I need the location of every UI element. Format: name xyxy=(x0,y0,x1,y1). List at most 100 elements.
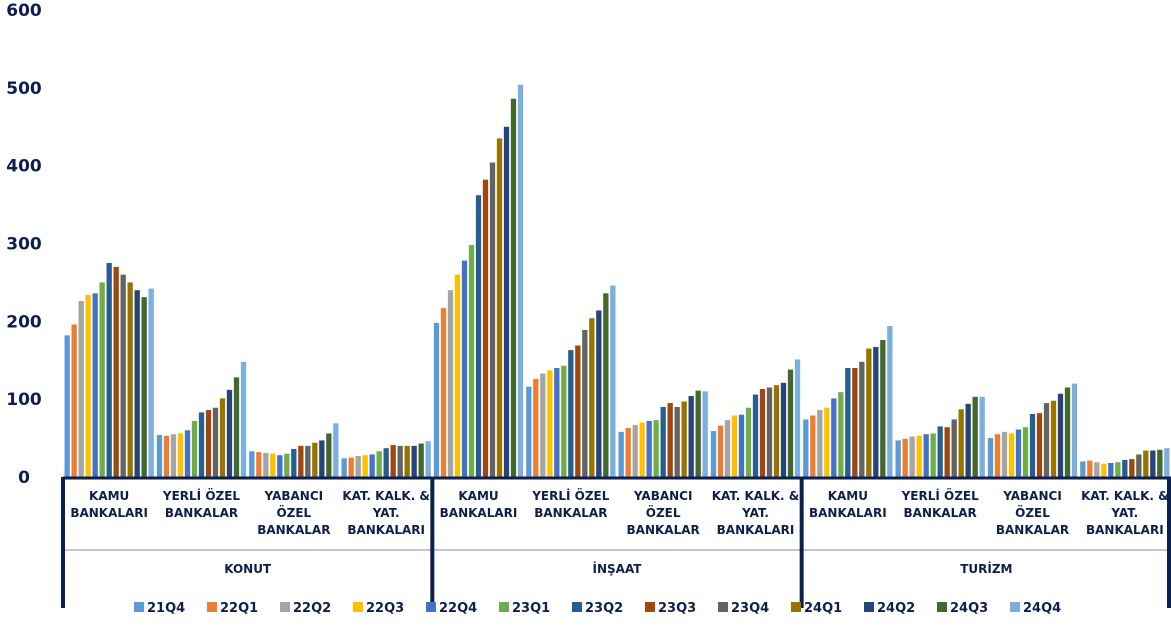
bar-24q1 xyxy=(404,445,410,477)
bar-22q3 xyxy=(731,415,738,477)
bar-24q3 xyxy=(510,98,517,477)
bar-23q3 xyxy=(1036,413,1043,477)
bar-24q2 xyxy=(503,126,510,477)
category-label: KAMU BANKALARI xyxy=(809,489,887,520)
bar-21q4 xyxy=(1080,461,1086,477)
bar-24q1 xyxy=(589,318,595,477)
bar-23q1 xyxy=(653,420,659,477)
legend-swatch-22q4 xyxy=(426,602,436,612)
bar-22q1 xyxy=(810,415,816,477)
bar-24q1 xyxy=(866,348,872,477)
bar-23q3 xyxy=(1129,459,1135,477)
bar-22q1 xyxy=(163,435,170,477)
legend-label-24q1: 24Q1 xyxy=(804,601,842,616)
category-label: YABANCI ÖZEL BANKALAR xyxy=(257,489,330,537)
bar-22q1 xyxy=(902,438,908,477)
bar-23q3 xyxy=(759,389,766,477)
bar-24q4 xyxy=(333,423,339,477)
bar-23q4 xyxy=(1043,403,1050,477)
bar-23q2 xyxy=(198,412,205,477)
bar-22q2 xyxy=(817,410,823,477)
legend-label-22q2: 22Q2 xyxy=(293,601,331,616)
bar-22q2 xyxy=(632,424,638,477)
bar-22q1 xyxy=(1087,460,1093,477)
bar-22q3 xyxy=(85,294,91,477)
legend-label-24q2: 24Q2 xyxy=(877,601,915,616)
bar-24q3 xyxy=(880,340,886,477)
bar-22q2 xyxy=(540,373,546,477)
bar-23q1 xyxy=(838,392,844,477)
bar-24q1 xyxy=(127,282,133,477)
bar-22q4 xyxy=(646,420,652,477)
category-label: KAT. KALK. & YAT. BANKALARI xyxy=(1081,489,1169,537)
bar-23q2 xyxy=(660,406,666,477)
bar-24q2 xyxy=(411,445,417,477)
bar-24q4 xyxy=(240,361,247,477)
bar-23q2 xyxy=(845,368,851,477)
bar-23q1 xyxy=(745,407,752,477)
bar-22q4 xyxy=(1015,429,1022,477)
bar-22q4 xyxy=(923,434,929,477)
bar-24q4 xyxy=(1164,448,1170,477)
bar-23q2 xyxy=(383,448,389,477)
legend-swatch-23q1 xyxy=(499,602,509,612)
legend-label-22q4: 22Q4 xyxy=(439,601,477,616)
y-axis: 0 100 200 300 400 500 600 xyxy=(6,1,42,488)
bar-24q2 xyxy=(873,347,879,477)
legend-label-23q1: 23Q1 xyxy=(512,601,550,616)
bar-24q4 xyxy=(887,326,893,477)
bar-22q2 xyxy=(263,452,269,477)
bar-23q4 xyxy=(1136,454,1142,477)
bar-24q3 xyxy=(418,443,424,477)
bar-24q3 xyxy=(1064,387,1071,477)
bar-22q4 xyxy=(738,414,745,477)
bar-23q1 xyxy=(468,245,475,477)
bar-24q4 xyxy=(425,441,431,477)
bar-22q2 xyxy=(355,455,361,478)
bar-24q3 xyxy=(787,369,794,477)
bar-24q4 xyxy=(610,285,616,477)
bar-24q2 xyxy=(688,396,694,477)
bar-22q1 xyxy=(71,324,77,477)
bar-23q2 xyxy=(1122,459,1128,477)
bar-23q3 xyxy=(944,427,950,477)
group-label: TURİZM xyxy=(960,561,1012,576)
bar-24q3 xyxy=(972,396,978,477)
bar-24q2 xyxy=(596,310,602,477)
bar-22q3 xyxy=(362,455,368,477)
category-label: KAT. KALK. & YAT. BANKALARI xyxy=(712,489,800,537)
bar-23q3 xyxy=(390,445,396,477)
bar-24q4 xyxy=(148,288,154,477)
bar-23q2 xyxy=(106,262,112,477)
bar-23q3 xyxy=(667,403,673,477)
bar-23q1 xyxy=(284,453,290,477)
legend-label-23q4: 23Q4 xyxy=(731,601,769,616)
bar-23q3 xyxy=(205,410,212,477)
legend-swatch-24q1 xyxy=(791,602,801,612)
bar-21q4 xyxy=(341,458,347,477)
legend-swatch-22q3 xyxy=(353,602,363,612)
bar-24q4 xyxy=(1071,383,1078,477)
category-label: YERLİ ÖZEL BANKALAR xyxy=(162,488,241,520)
bar-23q4 xyxy=(674,406,680,477)
bar-22q3 xyxy=(454,274,461,477)
bar-21q4 xyxy=(526,386,532,477)
bar-24q2 xyxy=(1057,393,1064,477)
bar-23q4 xyxy=(120,274,126,477)
bar-23q2 xyxy=(475,195,482,478)
bar-22q3 xyxy=(1008,433,1015,477)
bar-21q4 xyxy=(156,434,163,477)
bar-24q4 xyxy=(794,359,801,477)
bar-24q1 xyxy=(312,442,318,477)
legend-swatch-23q4 xyxy=(718,602,728,612)
bar-24q3 xyxy=(1157,449,1163,477)
bar-23q1 xyxy=(561,365,567,477)
bar-24q2 xyxy=(1150,450,1156,477)
bar-23q3 xyxy=(575,345,581,477)
legend-label-23q2: 23Q2 xyxy=(585,601,623,616)
bar-22q3 xyxy=(824,407,830,477)
bar-24q1 xyxy=(681,401,687,477)
x-axis: KAMU BANKALARI YERLİ ÖZEL BANKALAR YABANCI ÖZ… xyxy=(61,476,1171,608)
bar-23q4 xyxy=(582,329,588,477)
bar-22q1 xyxy=(533,378,539,477)
